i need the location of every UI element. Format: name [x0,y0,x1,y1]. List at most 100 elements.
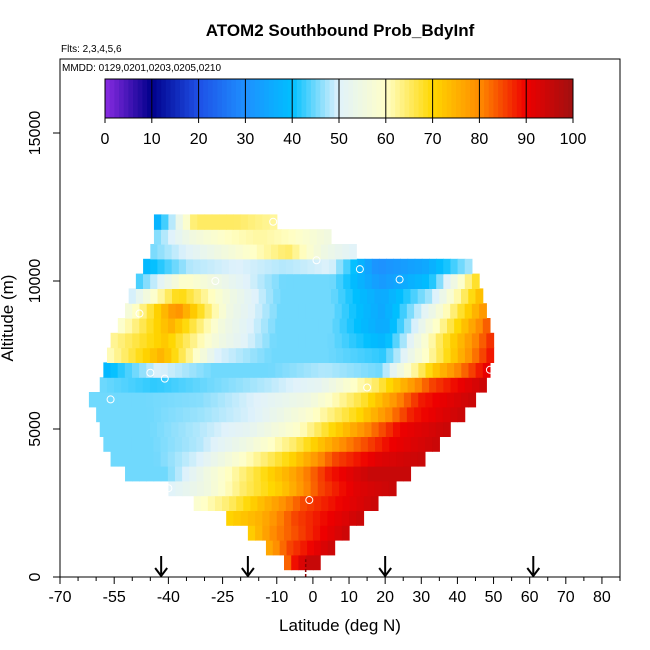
heatmap-cell [125,406,133,423]
heatmap-cell [298,554,307,571]
heatmap-cell [468,318,477,334]
colorbar-segment [568,79,574,118]
colorbar-segment [175,79,181,118]
heatmap-cell [196,480,205,497]
heatmap-cell [446,392,455,408]
heatmap-cell [457,332,466,349]
heatmap-cell [185,273,194,289]
heatmap-cell [253,480,262,497]
heatmap-cell [157,377,165,393]
heatmap-cell [245,229,254,245]
heatmap-cell [300,273,309,289]
heatmap-cell [303,392,312,408]
heatmap-cell [320,244,329,260]
heatmap-cell [414,421,423,437]
heatmap-cell [262,510,271,526]
heatmap-cell [421,377,430,393]
heatmap-cell [357,377,366,393]
heatmap-cell [246,318,255,334]
heatmap-cell [363,495,372,511]
heatmap-cell [461,362,470,378]
heatmap-cell [257,495,266,511]
heatmap-cell [233,332,242,349]
colorbar-segment [315,79,321,118]
heatmap-cell [189,362,198,378]
heatmap-cell [221,377,230,393]
heatmap-cell [271,495,280,511]
heatmap-cell [142,377,151,393]
heatmap-cell [110,406,119,423]
heatmap-cell [214,244,222,260]
heatmap-cell [135,347,144,363]
heatmap-cell [289,466,297,482]
heatmap-cell [327,510,336,526]
heatmap-cell [247,332,256,349]
colorbar-segment [488,79,494,118]
heatmap-cell [314,273,323,289]
colorbar-segment [446,79,452,118]
heatmap-cell [370,406,379,423]
heatmap-cell [307,421,315,437]
heatmap-cell [320,406,328,423]
colorbar-segment [399,79,406,118]
heatmap-cell [257,258,266,275]
heatmap-cell [339,480,347,497]
heatmap-cell [325,392,333,408]
heatmap-cell [106,377,115,393]
heatmap-cell [239,451,247,467]
observation-point [305,496,314,505]
colorbar-segment [512,79,518,118]
heatmap-cell [135,377,144,393]
heatmap-cell [300,540,308,556]
heatmap-cell [189,229,198,245]
heatmap-cell [167,466,176,482]
heatmap-cell [450,377,459,393]
heatmap-cell [450,406,459,423]
heatmap-cell [269,510,278,526]
colorbar-segment [123,79,129,118]
heatmap-cell [171,258,180,275]
heatmap-cell [244,288,253,304]
heatmap-cell [432,318,441,334]
heatmap-cell [306,244,315,260]
heatmap-cell [271,377,280,393]
heatmap-cell [260,480,269,497]
heatmap-cell [124,362,133,378]
heatmap-cell [295,229,304,245]
heatmap-cell [414,332,422,349]
heatmap-cell [284,525,292,541]
heatmap-cell [282,318,291,334]
heatmap-cell [175,229,183,245]
heatmap-cell [226,303,235,319]
heatmap-cell [214,377,223,393]
heatmap-cell [135,288,144,304]
heatmap-cell [429,273,437,289]
colorbar-tick-label: 10 [143,131,161,148]
heatmap-cell [332,451,340,467]
heatmap-cell [389,436,398,452]
observation-point [363,383,372,392]
heatmap-cell [361,318,369,334]
flight-arrows [154,556,541,578]
heatmap-cell [224,392,233,408]
heatmap-cell [233,510,242,526]
heatmap-cell [378,273,387,289]
colorbar-tick-label: 30 [237,131,255,148]
heatmap-cell [382,451,390,467]
heatmap-cell [174,392,183,408]
heatmap-cell [250,273,259,289]
heatmap-cell [281,229,290,245]
heatmap-cell [210,229,219,245]
heatmap-cell [200,258,209,275]
heatmap-cell [400,377,409,393]
heatmap-cell [346,392,355,408]
heatmap-cell [250,258,259,275]
heatmap-cell [421,347,430,363]
heatmap-cell [96,406,104,423]
heatmap-cell [310,451,319,467]
heatmap-cell [250,377,258,393]
heatmap-cell [370,495,379,511]
heatmap-cell [269,332,278,349]
heatmap-cell [371,347,380,363]
heatmap-cell [339,436,348,452]
